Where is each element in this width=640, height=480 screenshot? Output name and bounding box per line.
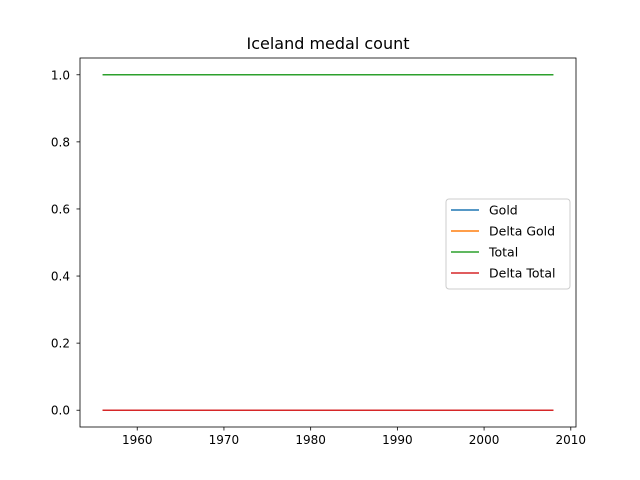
axes-frame bbox=[79, 57, 577, 428]
x-tick-label: 1960 bbox=[122, 433, 153, 447]
chart-title: Iceland medal count bbox=[246, 34, 409, 53]
x-tick-label: 1970 bbox=[209, 433, 240, 447]
legend-label-2: Delta Gold bbox=[489, 224, 555, 239]
plot-area bbox=[79, 57, 577, 428]
y-tick-label: 0.0 bbox=[51, 404, 70, 418]
x-axis: 1960 1970 1980 1990 2000 2010 bbox=[122, 427, 586, 447]
legend-label-4: Delta Total bbox=[489, 266, 556, 281]
legend: Gold Delta Gold Total Delta Total bbox=[445, 198, 571, 290]
y-tick-label: 1.0 bbox=[51, 68, 70, 82]
y-tick-label: 0.8 bbox=[51, 135, 70, 149]
y-tick-label: 0.6 bbox=[51, 202, 70, 216]
y-tick-label: 0.4 bbox=[51, 270, 70, 284]
legend-label-1: Gold bbox=[489, 203, 518, 218]
y-axis: 0.0 0.2 0.4 0.6 0.8 1.0 bbox=[51, 68, 80, 418]
x-tick-label: 1980 bbox=[295, 433, 326, 447]
x-tick-label: 2010 bbox=[556, 433, 587, 447]
legend-box bbox=[445, 198, 571, 290]
x-tick-label: 1990 bbox=[382, 433, 413, 447]
x-tick-label: 2000 bbox=[469, 433, 500, 447]
y-tick-label: 0.2 bbox=[51, 337, 70, 351]
legend-label-3: Total bbox=[488, 245, 518, 260]
